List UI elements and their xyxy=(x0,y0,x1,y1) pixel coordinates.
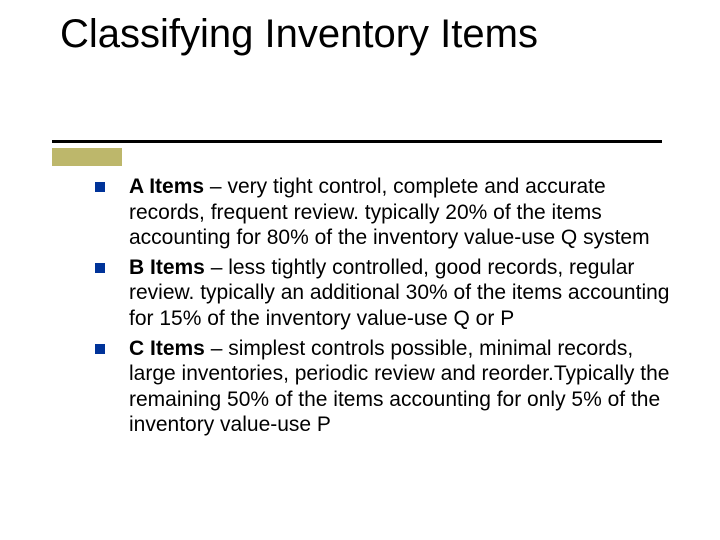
content-area: A Items – very tight control, complete a… xyxy=(95,174,675,442)
square-bullet-icon xyxy=(95,263,105,273)
item-body: – simplest controls possible, minimal re… xyxy=(129,337,669,437)
item-label: C Items xyxy=(129,337,205,360)
square-bullet-icon xyxy=(95,344,105,354)
item-text: A Items – very tight control, complete a… xyxy=(129,174,675,251)
list-item: C Items – simplest controls possible, mi… xyxy=(95,336,675,438)
item-body: – very tight control, complete and accur… xyxy=(129,175,650,249)
list-item: B Items – less tightly controlled, good … xyxy=(95,255,675,332)
item-text: C Items – simplest controls possible, mi… xyxy=(129,336,675,438)
list-item: A Items – very tight control, complete a… xyxy=(95,174,675,251)
item-text: B Items – less tightly controlled, good … xyxy=(129,255,675,332)
title-accent-bar xyxy=(52,148,122,166)
item-body: – less tightly controlled, good records,… xyxy=(129,256,669,330)
square-bullet-icon xyxy=(95,182,105,192)
item-label: A Items xyxy=(129,175,204,198)
slide: Classifying Inventory Items A Items – ve… xyxy=(0,0,720,540)
slide-title: Classifying Inventory Items xyxy=(60,12,538,57)
title-underline xyxy=(52,140,662,143)
item-label: B Items xyxy=(129,256,205,279)
